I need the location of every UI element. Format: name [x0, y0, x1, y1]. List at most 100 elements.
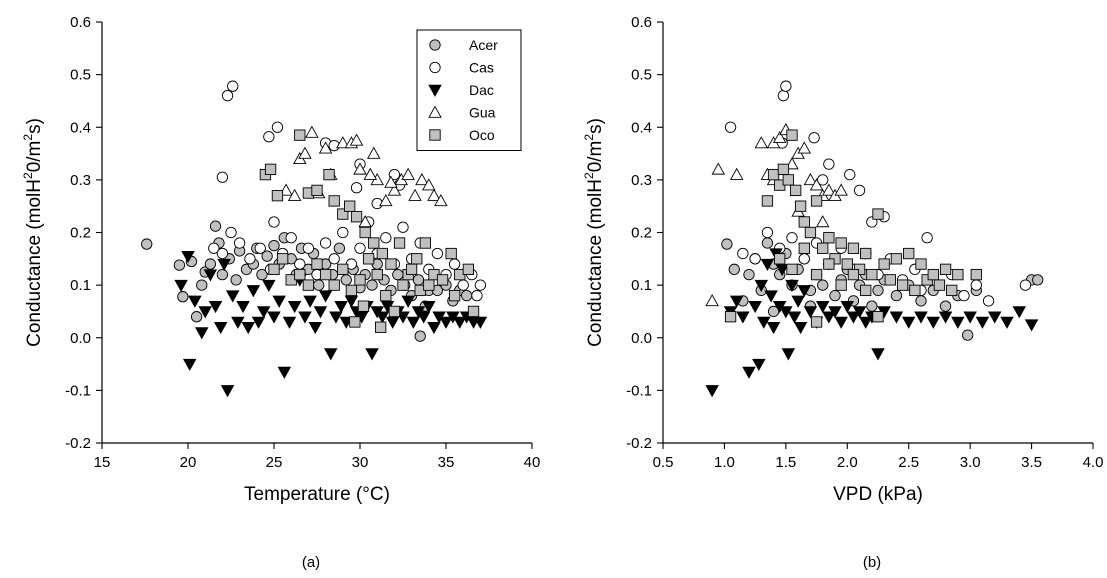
point-acer — [412, 274, 425, 286]
point-dac — [938, 311, 953, 324]
legend-marker — [428, 84, 442, 97]
y-tick-label: -0.2 — [626, 435, 652, 452]
point-gua — [822, 183, 836, 196]
y-tick-label: 0.5 — [631, 67, 652, 84]
point-dac — [174, 279, 188, 293]
point-dac — [303, 295, 317, 308]
point-acer — [190, 311, 203, 323]
point-oco — [337, 208, 349, 220]
point-acer — [817, 279, 829, 291]
y-axis-title-sup: 2 — [21, 134, 35, 141]
point-gua — [711, 162, 726, 175]
point-oco — [344, 200, 356, 212]
point-acer — [333, 242, 346, 254]
point-oco — [294, 129, 306, 141]
series-acer — [721, 237, 1044, 341]
legend-label: Dac — [469, 82, 494, 98]
point-oco — [794, 200, 807, 212]
point-dac — [181, 250, 195, 264]
point-dac — [1012, 306, 1027, 319]
point-oco — [350, 211, 363, 223]
point-oco — [276, 253, 289, 265]
point-oco — [847, 268, 860, 281]
point-dac — [182, 358, 197, 371]
point-oco — [817, 242, 829, 254]
y-tick-label: 0.2 — [70, 225, 91, 242]
point-gua — [422, 178, 436, 191]
y-tick-label: 0.6 — [631, 14, 652, 31]
point-cas — [328, 253, 340, 265]
x-tick-label: 25 — [266, 454, 283, 471]
y-tick-label: 0.1 — [70, 277, 91, 294]
point-dac — [781, 348, 796, 361]
point-dac — [787, 311, 802, 324]
point-oco — [884, 274, 896, 286]
point-oco — [823, 258, 835, 270]
y-axis-title: Conductance (molH20/m2s) — [582, 118, 606, 347]
point-dac — [246, 285, 261, 298]
point-gua — [379, 194, 393, 207]
point-oco — [376, 247, 389, 260]
point-gua — [298, 146, 312, 159]
point-dac — [889, 311, 904, 324]
point-acer — [173, 259, 186, 271]
point-cas — [216, 247, 229, 260]
point-dac — [217, 258, 231, 271]
point-dac — [775, 264, 789, 277]
point-cas — [724, 121, 737, 133]
point-dac — [797, 285, 812, 298]
point-gua — [434, 194, 448, 207]
point-dac — [256, 306, 271, 319]
point-cas — [817, 174, 829, 186]
point-dac — [815, 300, 830, 314]
point-cas — [233, 237, 246, 249]
point-oco — [786, 129, 798, 141]
point-dac — [282, 316, 297, 329]
point-gua — [408, 188, 422, 201]
point-cas — [798, 253, 810, 265]
point-oco — [872, 311, 884, 323]
x-tick-label: 3.5 — [1021, 454, 1042, 471]
point-acer — [743, 268, 755, 281]
legend-marker — [429, 129, 441, 141]
point-oco — [777, 163, 790, 175]
point-dac — [766, 321, 781, 335]
point-dac — [427, 321, 441, 335]
point-acer — [141, 238, 153, 250]
legend-label: Gua — [469, 105, 496, 121]
point-oco — [319, 268, 332, 281]
point-dac — [871, 348, 885, 361]
point-cas — [780, 80, 792, 92]
point-dac — [365, 348, 379, 361]
point-gua — [809, 178, 824, 191]
point-cas — [970, 279, 982, 291]
point-dac — [793, 321, 808, 335]
x-tick-label: 2.5 — [898, 454, 919, 471]
point-dac — [241, 321, 255, 335]
y-axis-title-part: 0/m — [24, 141, 45, 173]
point-gua — [815, 215, 830, 228]
point-oco — [357, 300, 370, 312]
point-dac — [764, 290, 778, 303]
point-dac — [287, 300, 302, 314]
x-tick-label: 35 — [438, 454, 455, 471]
point-oco — [767, 168, 780, 181]
point-oco — [385, 258, 397, 270]
point-cas — [457, 279, 469, 291]
point-oco — [371, 268, 383, 281]
y-axis-title-part: Conductance (molH — [585, 179, 606, 347]
y-axis-title-part: s) — [585, 118, 606, 134]
point-dac — [277, 366, 292, 379]
point-oco — [927, 268, 939, 281]
series-oco — [259, 129, 480, 333]
point-cas — [853, 184, 866, 197]
point-cas — [474, 279, 487, 291]
y-tick-label: -0.1 — [626, 382, 652, 399]
series-gua — [279, 125, 448, 228]
point-cas — [268, 216, 280, 228]
point-cas — [1019, 279, 1032, 291]
y-tick-label: 0.0 — [70, 330, 91, 347]
point-dac — [705, 385, 719, 398]
point-oco — [368, 237, 380, 249]
point-acer — [340, 274, 352, 286]
